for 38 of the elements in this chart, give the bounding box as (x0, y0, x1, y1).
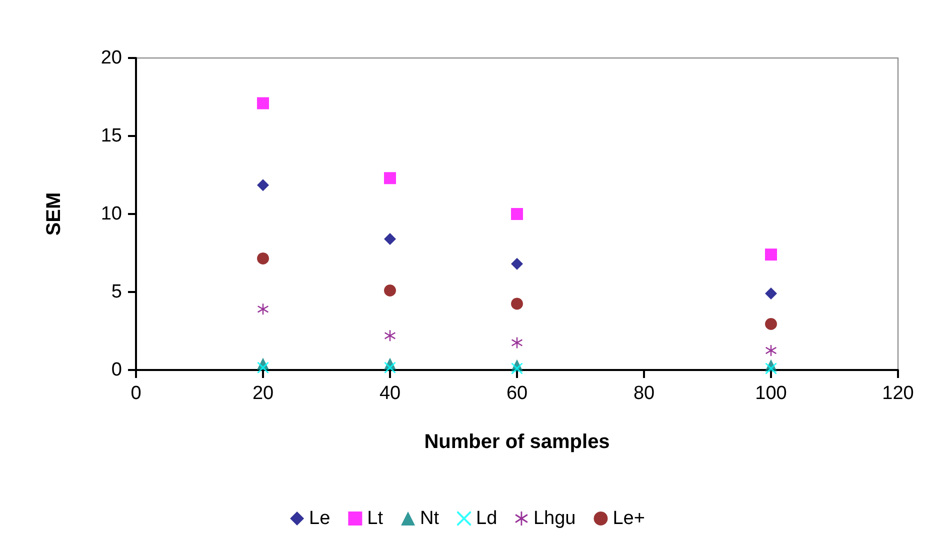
point (258, 304, 268, 315)
point (511, 258, 523, 270)
legend-label: Ld (476, 508, 498, 529)
y-tick-label: 0 (111, 360, 122, 380)
point (765, 288, 777, 300)
x-tick-label: 120 (882, 383, 914, 404)
point (257, 179, 269, 192)
y-axis-title: SEM (43, 192, 65, 236)
point (765, 318, 777, 330)
legend-label: Le+ (612, 508, 645, 529)
y-tick-label: 20 (100, 48, 122, 68)
point (765, 248, 777, 261)
y-tick-label: 15 (100, 126, 122, 146)
x-tick-label: 60 (506, 383, 528, 404)
legend-label: Nt (420, 508, 440, 529)
x-tick-label: 100 (755, 383, 787, 404)
point (384, 330, 396, 342)
x-tick-label: 0 (130, 383, 142, 404)
x-axis-title: Number of samples (424, 431, 610, 453)
point (512, 337, 522, 348)
point (384, 232, 396, 245)
y-tick-label: 10 (100, 204, 122, 224)
x-tick-label: 40 (379, 383, 401, 404)
legend-label: Le (309, 508, 330, 529)
point (511, 298, 523, 310)
point (766, 345, 776, 356)
point (512, 362, 522, 374)
point (384, 284, 396, 296)
point (511, 208, 523, 220)
x-tick-label: 20 (252, 383, 274, 404)
point (257, 252, 269, 264)
point (384, 172, 396, 184)
legend-label: Lt (367, 508, 384, 529)
point (766, 362, 776, 374)
y-tick-label: 5 (111, 282, 122, 302)
legend-label: Lhgu (533, 508, 576, 529)
point (257, 97, 269, 110)
x-tick-label: 80 (633, 383, 655, 404)
